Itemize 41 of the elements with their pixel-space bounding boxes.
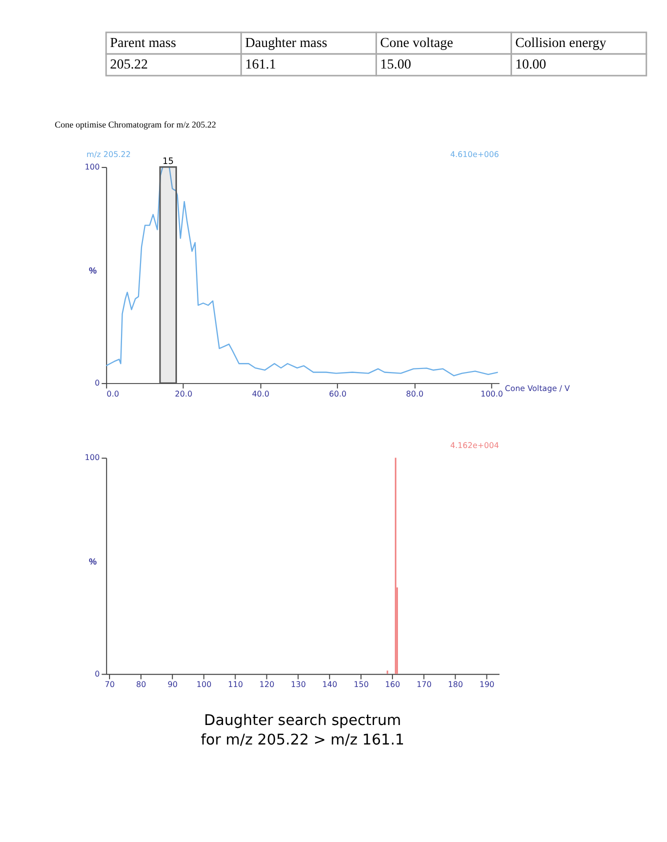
x-tick-label: 140 <box>322 680 338 690</box>
y-tick-label: 0 <box>94 669 100 678</box>
x-tick-label: 20.0 <box>174 389 192 398</box>
x-tick-label: 190 <box>479 680 494 690</box>
x-tick-label: 160 <box>385 680 400 690</box>
text: Daughter mass <box>245 35 328 50</box>
text: 10.00 <box>515 56 546 72</box>
band-label: 15 <box>162 157 174 168</box>
text: m/z 205.22 <box>86 150 131 160</box>
x-tick-label: 70 <box>104 680 115 690</box>
x-tick-label: 40.0 <box>252 389 270 398</box>
chart-title: Cone optimise Chromatogram for m/z 205.22 <box>54 120 216 130</box>
line-series <box>106 166 498 376</box>
text: 4.162e+004 <box>450 440 500 450</box>
text: 15.00 <box>380 56 412 72</box>
x-tick-label: 130 <box>290 680 306 690</box>
x-tick-label: 110 <box>228 680 243 690</box>
text: Daughter search spectrum for m/z 205.22 > m/z 161.1 <box>200 712 404 749</box>
x-tick-label: 120 <box>259 680 274 690</box>
text: 205.22 <box>110 56 148 72</box>
x-tick-label: 60.0 <box>328 389 346 398</box>
y-axis-title: % <box>88 556 97 566</box>
text: 4.610e+006 <box>450 150 500 160</box>
x-tick-label: 100 <box>196 680 212 690</box>
x-tick-label: 150 <box>354 680 369 690</box>
x-tick-label: 180 <box>448 680 463 690</box>
x-tick-label: 0.0 <box>106 389 120 398</box>
y-tick-label: 0 <box>94 378 100 388</box>
text: 161.1 <box>245 56 276 72</box>
y-tick-label: 100 <box>84 453 100 462</box>
text: Parent mass <box>110 35 176 50</box>
x-axis-title: Cone Voltage / V <box>504 384 571 393</box>
x-tick-label: 80.0 <box>406 389 424 398</box>
x-tick-label: 170 <box>416 680 432 690</box>
text: Cone voltage <box>380 35 454 50</box>
y-axis-title: % <box>88 266 97 276</box>
text: Collision energy <box>515 35 606 50</box>
x-tick-label: 90 <box>168 680 178 690</box>
y-tick-label: 100 <box>84 162 100 172</box>
x-tick-label: 80 <box>136 680 146 690</box>
x-tick-label: 100.0 <box>480 389 504 398</box>
